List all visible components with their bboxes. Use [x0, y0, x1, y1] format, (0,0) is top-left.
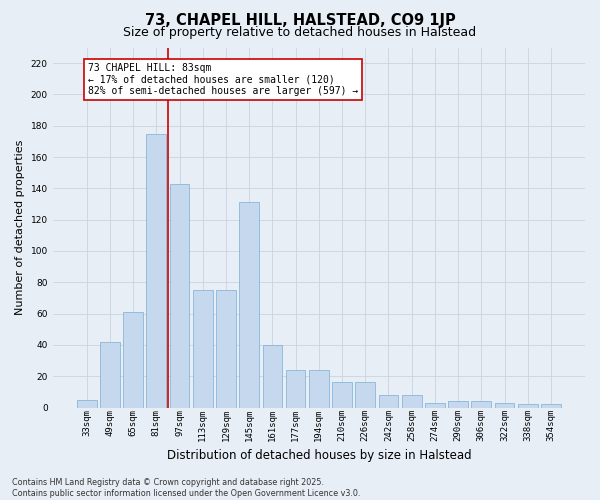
Y-axis label: Number of detached properties: Number of detached properties: [15, 140, 25, 315]
Bar: [355, 382, 375, 407]
Bar: [146, 134, 166, 407]
Bar: [309, 370, 329, 408]
Bar: [123, 312, 143, 408]
Bar: [286, 370, 305, 408]
Bar: [77, 400, 97, 407]
Bar: [472, 402, 491, 407]
Bar: [402, 395, 422, 407]
Bar: [193, 290, 212, 408]
Bar: [100, 342, 120, 407]
Text: Contains HM Land Registry data © Crown copyright and database right 2025.
Contai: Contains HM Land Registry data © Crown c…: [12, 478, 361, 498]
Bar: [425, 403, 445, 407]
Bar: [518, 404, 538, 407]
Text: Size of property relative to detached houses in Halstead: Size of property relative to detached ho…: [124, 26, 476, 39]
Text: 73 CHAPEL HILL: 83sqm
← 17% of detached houses are smaller (120)
82% of semi-det: 73 CHAPEL HILL: 83sqm ← 17% of detached …: [88, 63, 358, 96]
Bar: [494, 403, 514, 407]
Bar: [541, 404, 561, 407]
Bar: [216, 290, 236, 408]
X-axis label: Distribution of detached houses by size in Halstead: Distribution of detached houses by size …: [167, 450, 471, 462]
Bar: [332, 382, 352, 407]
Bar: [170, 184, 190, 408]
Text: 73, CHAPEL HILL, HALSTEAD, CO9 1JP: 73, CHAPEL HILL, HALSTEAD, CO9 1JP: [145, 12, 455, 28]
Bar: [263, 345, 282, 408]
Bar: [448, 402, 468, 407]
Bar: [239, 202, 259, 408]
Bar: [379, 395, 398, 407]
